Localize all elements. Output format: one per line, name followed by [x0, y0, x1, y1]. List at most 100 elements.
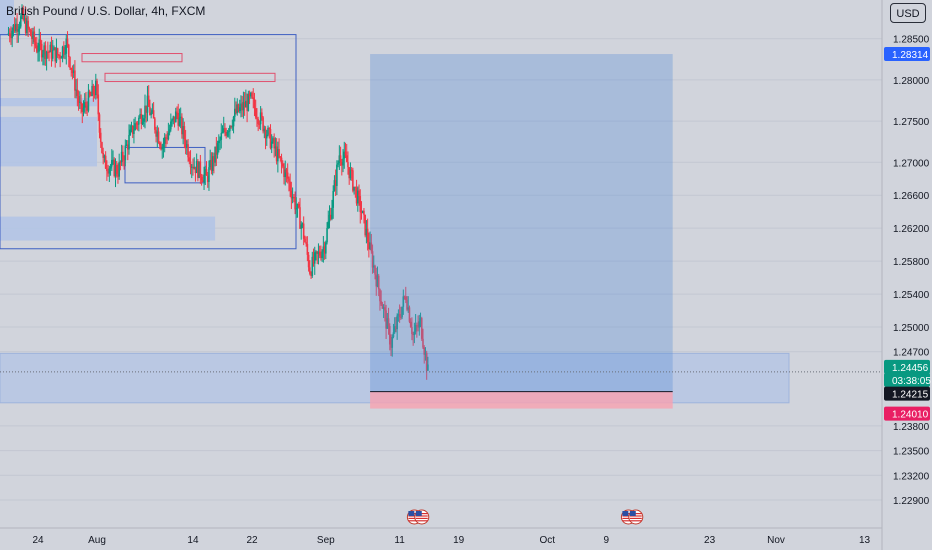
candle-body	[237, 104, 240, 112]
candle-body	[396, 315, 398, 330]
candle-body	[71, 69, 74, 74]
candle-body	[118, 161, 120, 177]
candle-body	[297, 203, 300, 208]
candle-body	[291, 196, 294, 199]
candle-body	[293, 196, 295, 198]
candle-body	[258, 123, 261, 125]
candle-body	[251, 92, 253, 98]
candle-body	[173, 116, 176, 123]
x-tick-label: Sep	[317, 535, 335, 546]
candle-body	[322, 246, 325, 252]
candle-body	[328, 214, 331, 222]
candle-body	[283, 166, 285, 178]
candle-body	[254, 108, 257, 118]
supply-zone	[0, 116, 98, 167]
candle-body	[113, 159, 116, 176]
candle-body	[95, 80, 97, 96]
candle-body	[154, 118, 156, 130]
supply-zone	[0, 216, 216, 241]
candle-body	[98, 114, 101, 133]
candle-body	[186, 144, 188, 148]
candle-body	[130, 125, 133, 130]
candle-body	[85, 102, 87, 106]
candle-body	[204, 169, 207, 175]
candle-body	[38, 39, 41, 52]
candles-layer	[7, 4, 429, 380]
candle-body	[299, 207, 301, 229]
candle-body	[28, 28, 31, 30]
candle-body	[156, 131, 159, 137]
candle-body	[364, 214, 366, 236]
candle-body	[128, 135, 130, 150]
candle-body	[336, 164, 338, 186]
candle-body	[7, 33, 10, 35]
candle-body	[357, 190, 359, 204]
candle-body	[348, 167, 350, 179]
candle-body	[277, 148, 279, 162]
candle-body	[187, 144, 189, 158]
candle-body	[60, 57, 63, 59]
candle-body	[37, 51, 39, 53]
candle-body	[88, 91, 91, 96]
y-tick-label: 1.27000	[893, 158, 930, 169]
candle-body	[225, 131, 227, 136]
candle-body	[305, 242, 307, 244]
candle-body	[160, 145, 162, 150]
x-tick-label: 13	[859, 535, 871, 546]
candle-body	[229, 126, 231, 132]
candle-body	[371, 251, 374, 268]
candle-body	[102, 152, 104, 158]
candle-body	[222, 128, 225, 133]
candle-body	[315, 251, 317, 253]
candle-body	[235, 108, 237, 113]
candle-body	[360, 212, 363, 214]
target-zone	[370, 54, 673, 392]
candle-body	[144, 105, 146, 119]
candle-body	[150, 112, 152, 115]
candle-body	[400, 317, 402, 319]
candle-body	[69, 57, 71, 68]
candle-body	[55, 48, 58, 62]
candle-body	[417, 326, 419, 328]
candle-body	[8, 33, 11, 37]
candle-body	[114, 165, 117, 176]
candle-body	[280, 157, 283, 164]
candle-body	[365, 228, 368, 236]
symbol-title: British Pound / U.S. Dollar, 4h, FXCM	[6, 4, 206, 18]
position-tool[interactable]	[0, 54, 882, 409]
candle-body	[193, 166, 196, 169]
candle-body	[32, 31, 34, 39]
candle-body	[126, 144, 129, 150]
candle-body	[125, 144, 128, 146]
candle-body	[381, 304, 384, 309]
candle-body	[407, 307, 410, 310]
candle-body	[358, 190, 360, 197]
candle-body	[129, 129, 132, 136]
candle-body	[205, 169, 208, 176]
candle-body	[106, 168, 108, 172]
candle-body	[54, 47, 57, 62]
candle-body	[379, 289, 381, 302]
candle-body	[344, 151, 347, 156]
candle-body	[304, 238, 306, 243]
candle-body	[248, 93, 251, 97]
candle-body	[422, 338, 424, 348]
currency-button[interactable]: USD	[890, 3, 926, 23]
candle-body	[241, 103, 243, 111]
y-tick-label: 1.28000	[893, 76, 930, 87]
candle-body	[77, 96, 80, 103]
candle-body	[286, 172, 289, 179]
x-tick-label: Oct	[539, 535, 555, 546]
y-tick-label: 1.26200	[893, 224, 930, 235]
candle-body	[21, 9, 23, 17]
candle-body	[140, 114, 143, 124]
candle-body	[376, 275, 379, 287]
candle-body	[48, 51, 50, 53]
candle-body	[117, 173, 119, 177]
candle-body	[352, 170, 354, 191]
candle-body	[165, 137, 167, 139]
candle-body	[177, 112, 180, 126]
